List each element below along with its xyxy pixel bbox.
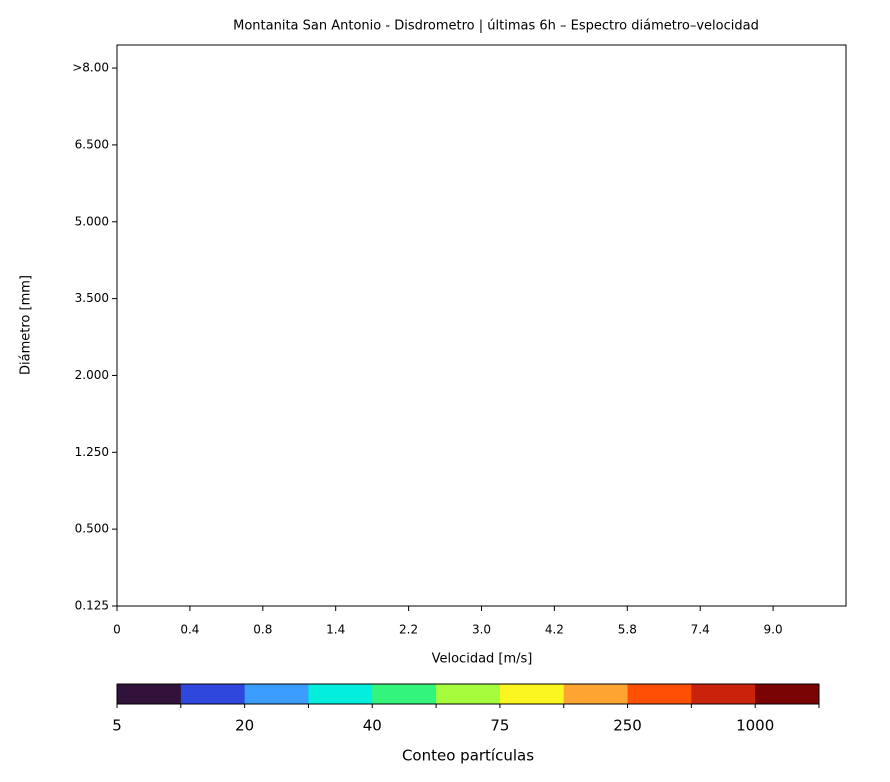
colorbar-segment [372, 684, 437, 704]
y-tick-label: >8.00 [72, 61, 109, 75]
chart-title: Montanita San Antonio - Disdrometro | úl… [233, 19, 759, 34]
y-tick-label: 5.000 [75, 214, 109, 228]
y-axis-label: Diámetro [mm] [19, 275, 34, 375]
colorbar-segment [563, 684, 629, 704]
y-tick-label: 0.500 [75, 522, 109, 536]
colorbar-label: Conteo partículas [402, 747, 534, 765]
y-tick-label: 3.500 [75, 291, 109, 305]
colorbar-tick-label: 20 [235, 717, 254, 735]
x-tick-label: 5.8 [618, 623, 637, 637]
y-tick-label: 0.125 [75, 599, 109, 613]
y-tick-label: 1.250 [75, 445, 109, 459]
x-axis-label: Velocidad [m/s] [432, 652, 533, 667]
colorbar-tick-label: 40 [363, 717, 382, 735]
x-tick-label: 0 [113, 623, 121, 637]
colorbar-segment [755, 684, 820, 704]
x-tick-label: 0.8 [253, 623, 272, 637]
x-tick-label: 3.0 [472, 623, 491, 637]
colorbar-segment [244, 684, 309, 704]
colorbar-segment [436, 684, 501, 704]
x-tick-label: 2.2 [399, 623, 418, 637]
colorbar-segment [691, 684, 756, 704]
colorbar-segment [499, 684, 565, 704]
colorbar-frame [116, 683, 820, 705]
colorbar-segment [180, 684, 246, 704]
x-tick-label: 0.4 [180, 623, 199, 637]
colorbar-tick-label: 1000 [736, 717, 774, 735]
colorbar-segment [627, 684, 692, 704]
colorbar-tick-label: 75 [490, 717, 509, 735]
colorbar-tick-label: 5 [112, 717, 122, 735]
x-tick-label: 4.2 [545, 623, 564, 637]
colorbar-segment [308, 684, 373, 704]
plot-area [116, 44, 847, 607]
y-tick-label: 2.000 [75, 368, 109, 382]
x-tick-label: 7.4 [691, 623, 710, 637]
x-tick-label: 1.4 [326, 623, 345, 637]
colorbar-segment [117, 684, 182, 704]
x-tick-label: 9.0 [764, 623, 783, 637]
colorbar-tick-label: 250 [613, 717, 642, 735]
y-tick-label: 6.500 [75, 137, 109, 151]
